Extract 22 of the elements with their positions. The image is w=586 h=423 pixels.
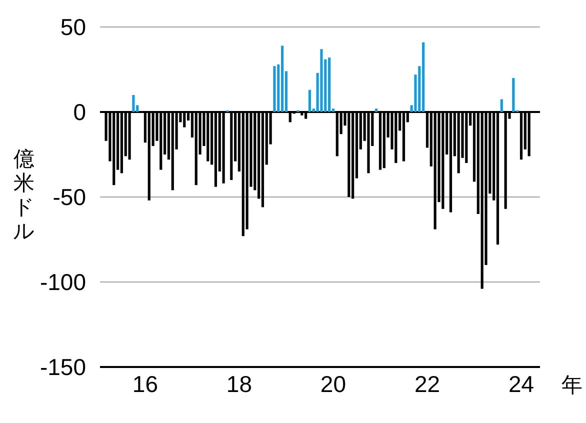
bar [281, 46, 284, 112]
y-axis-title: 億米ドル [13, 148, 35, 243]
x-tick-label: 22 [414, 371, 440, 397]
bar [320, 49, 323, 112]
x-tick-label: 24 [508, 371, 534, 397]
y-tick-label: -50 [52, 184, 86, 210]
bar [512, 78, 515, 112]
x-tick-label: 20 [320, 371, 346, 397]
bar [328, 58, 331, 112]
y-tick-label: 0 [73, 99, 86, 125]
y-tick-label: -150 [40, 354, 86, 380]
y-tick-label: -100 [40, 269, 86, 295]
bar [308, 90, 312, 112]
x-tick-label: 18 [226, 371, 252, 397]
bar [375, 108, 378, 112]
bar [132, 95, 135, 112]
bar [422, 42, 425, 112]
x-axis-title: 年 [562, 374, 582, 397]
y-tick-label: 50 [60, 14, 86, 40]
bar [500, 99, 503, 112]
x-tick-label: 16 [132, 371, 158, 397]
bar [273, 66, 276, 112]
